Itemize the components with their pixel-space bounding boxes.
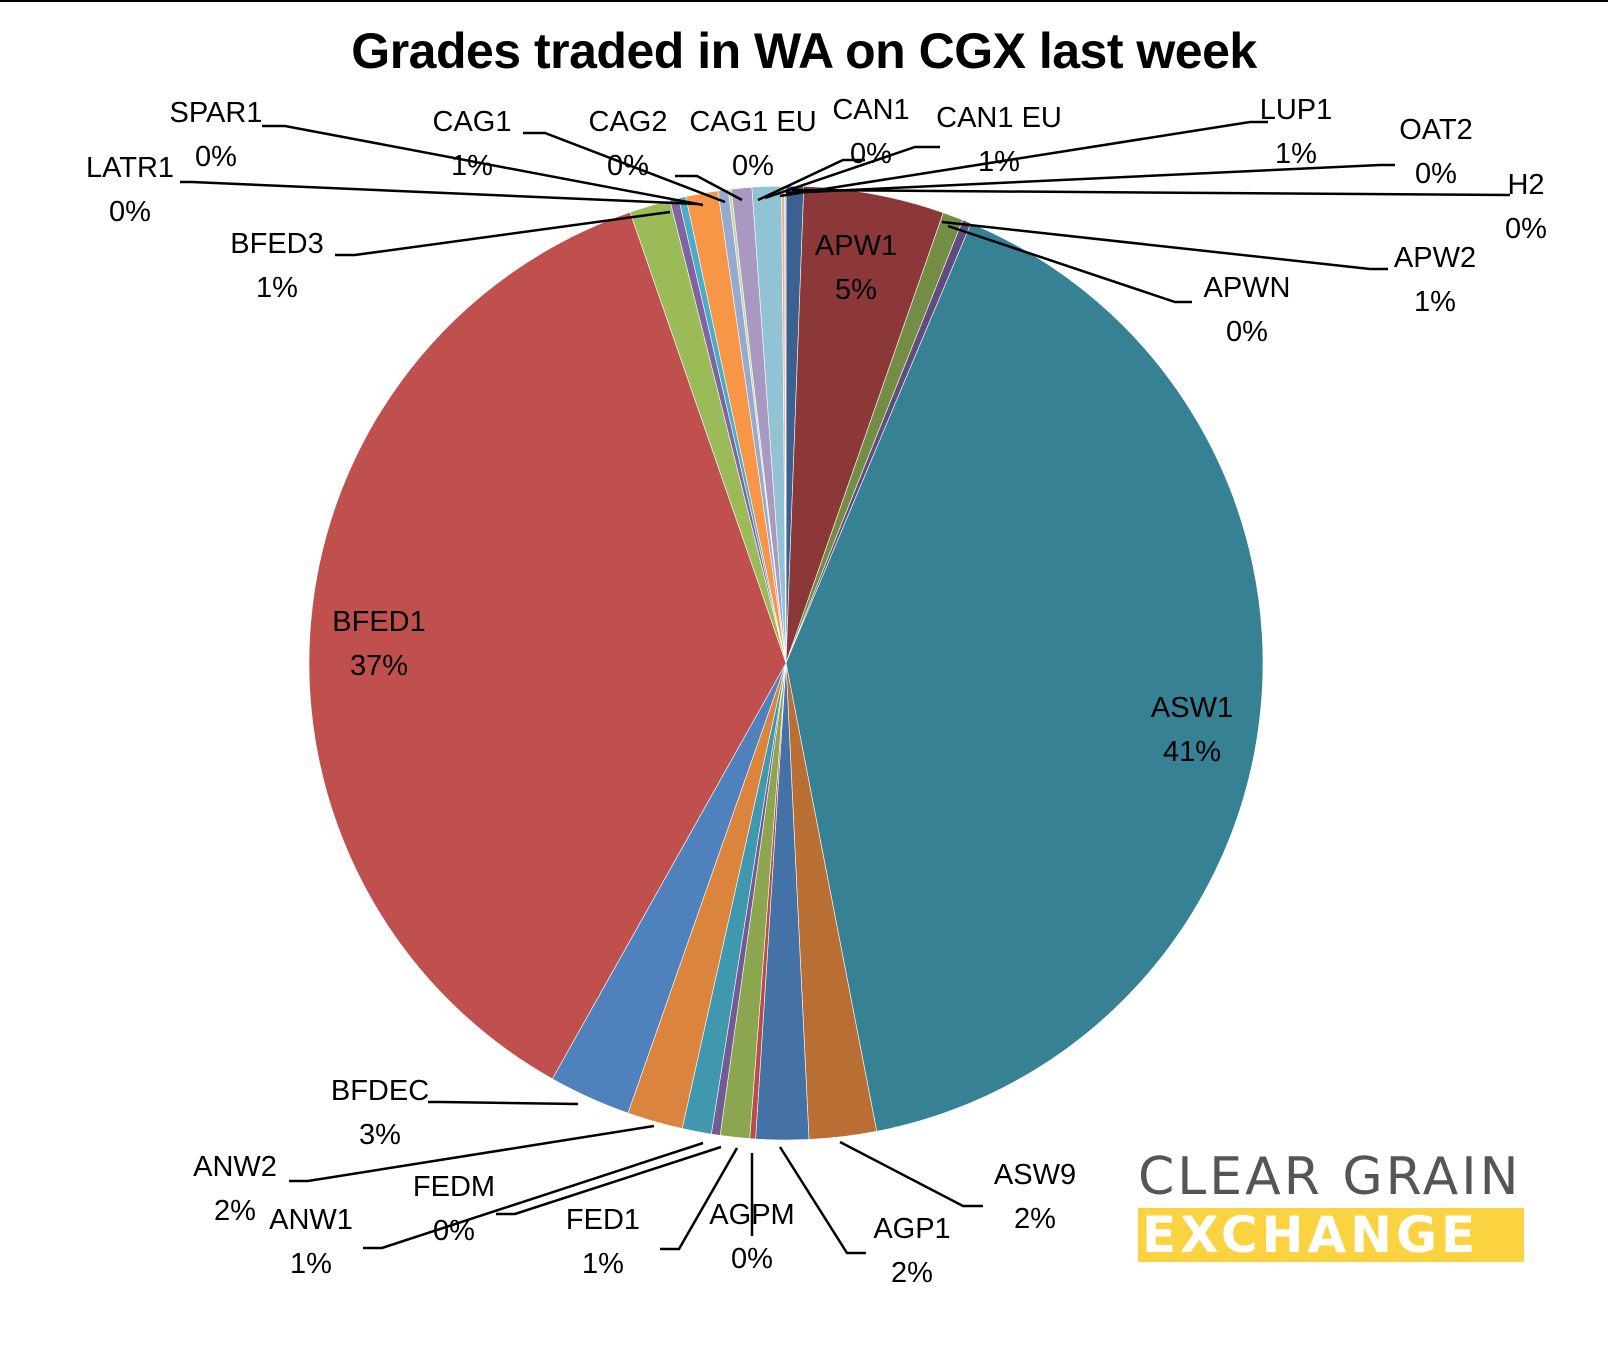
- data-label-percent: 1%: [978, 146, 1020, 178]
- data-label-name: CAG1 EU: [689, 106, 817, 138]
- data-label-can1: CAN1 0%: [832, 88, 909, 176]
- data-label-latr1: LATR1 0%: [86, 146, 174, 234]
- leader-line: [335, 210, 671, 257]
- leader-line: [791, 188, 1511, 197]
- data-label-name: AGPM: [709, 1199, 795, 1231]
- data-label-bfdec: BFDEC 3%: [331, 1069, 429, 1157]
- data-label-percent: 0%: [1226, 316, 1268, 348]
- data-label-percent: 0%: [195, 141, 237, 173]
- data-label-percent: 1%: [256, 272, 298, 304]
- data-label-percent: 2%: [891, 1257, 933, 1289]
- data-label-percent: 0%: [607, 150, 649, 182]
- data-label-name: FEDM: [412, 1171, 496, 1203]
- data-label-percent: 3%: [359, 1119, 401, 1151]
- leader-line: [785, 163, 1395, 195]
- pie-slice-asw1: [785, 222, 1264, 1132]
- data-label-name: ASW9: [993, 1159, 1077, 1191]
- leader-line: [757, 158, 865, 202]
- data-label-percent: 2%: [214, 1195, 256, 1227]
- data-label-percent: 5%: [835, 274, 877, 306]
- leader-line: [262, 124, 704, 207]
- data-label-name: H2: [1507, 169, 1545, 201]
- pie-slice-bfed1: [308, 211, 787, 1080]
- data-label-percent: 0%: [433, 1215, 475, 1247]
- data-label-cag1-eu: CAG1 EU 0%: [689, 100, 816, 188]
- data-label-name: CAN1: [832, 94, 910, 126]
- top-border: [0, 0, 1608, 2]
- data-label-agpm: AGPM 0%: [709, 1193, 794, 1281]
- data-label-bfed1: BFED1 37%: [332, 600, 425, 688]
- leader-line: [428, 1100, 579, 1106]
- data-label-oat2: OAT2 0%: [1399, 108, 1473, 196]
- data-label-name: CAG1: [432, 106, 512, 138]
- data-label-name: SPAR1: [169, 97, 263, 129]
- data-label-spar1: SPAR1 0%: [170, 91, 263, 179]
- logo-line-1: CLEAR GRAIN: [1138, 1147, 1522, 1207]
- data-label-asw1: ASW1 41%: [1151, 686, 1233, 774]
- data-label-name: APW1: [814, 230, 898, 262]
- leader-line: [778, 1146, 866, 1255]
- leader-line: [523, 131, 726, 204]
- data-label-fed1: FED1 1%: [566, 1198, 640, 1286]
- chart-title: Grades traded in WA on CGX last week: [351, 23, 1257, 79]
- leader-line: [941, 220, 1388, 271]
- data-label-percent: 0%: [731, 1243, 773, 1275]
- clear-grain-exchange-logo: CLEAR GRAIN EXCHANGE: [1138, 1150, 1524, 1262]
- data-label-percent: 1%: [1414, 286, 1456, 318]
- data-label-apw2: APW2 1%: [1394, 236, 1476, 324]
- data-label-anw2: ANW2 2%: [193, 1145, 277, 1233]
- data-label-apw1: APW1 5%: [815, 224, 897, 312]
- data-label-name: OAT2: [1399, 114, 1473, 146]
- leader-line: [675, 174, 743, 202]
- leader-line: [180, 180, 699, 206]
- data-label-name: APWN: [1203, 272, 1291, 304]
- data-label-apwn: APWN 0%: [1204, 266, 1291, 354]
- data-label-name: ASW1: [1150, 692, 1234, 724]
- data-label-fedm: FEDM 0%: [413, 1165, 495, 1253]
- data-label-name: BFDEC: [330, 1075, 430, 1107]
- data-label-name: CAN1 EU: [936, 102, 1062, 134]
- leader-line: [839, 1140, 983, 1208]
- leader-line: [660, 1147, 739, 1251]
- data-label-h2: H2 0%: [1505, 163, 1547, 251]
- data-label-cag2: CAG2 0%: [589, 100, 668, 188]
- data-label-asw9: ASW9 2%: [994, 1153, 1076, 1241]
- data-label-percent: 1%: [582, 1248, 624, 1280]
- data-label-name: BFED3: [230, 228, 324, 260]
- data-label-anw1: ANW1 1%: [269, 1198, 353, 1286]
- data-label-percent: 1%: [290, 1248, 332, 1280]
- data-label-name: APW2: [1393, 242, 1477, 274]
- data-label-percent: 41%: [1162, 736, 1222, 768]
- data-label-percent: 0%: [109, 196, 151, 228]
- leader-line: [947, 224, 1192, 304]
- leader-line: [764, 145, 940, 200]
- data-label-percent: 1%: [451, 150, 493, 182]
- data-label-percent: 0%: [850, 138, 892, 170]
- data-label-cag1: CAG1 1%: [433, 100, 512, 188]
- data-label-can1-eu: CAN1 EU 1%: [936, 96, 1062, 184]
- data-label-name: BFED1: [332, 606, 426, 638]
- leader-line: [496, 1145, 722, 1216]
- data-label-name: LATR1: [85, 152, 175, 184]
- data-label-name: ANW1: [269, 1204, 353, 1236]
- data-label-percent: 1%: [1275, 138, 1317, 170]
- data-label-percent: 0%: [1505, 213, 1547, 245]
- data-label-percent: 2%: [1014, 1203, 1056, 1235]
- leader-line: [363, 1141, 704, 1250]
- data-label-name: LUP1: [1259, 94, 1333, 126]
- data-label-name: AGP1: [873, 1213, 951, 1245]
- data-label-agp1: AGP1 2%: [873, 1207, 950, 1295]
- data-label-name: FED1: [565, 1204, 641, 1236]
- logo-line-2: EXCHANGE: [1138, 1208, 1524, 1262]
- data-label-percent: 0%: [1415, 158, 1457, 190]
- leader-line: [289, 1124, 655, 1183]
- leader-line: [779, 120, 1268, 198]
- data-label-bfed3: BFED3 1%: [230, 222, 323, 310]
- data-label-name: ANW2: [193, 1151, 277, 1183]
- data-label-name: CAG2: [588, 106, 668, 138]
- data-label-lup1: LUP1 1%: [1260, 88, 1333, 176]
- data-label-percent: 0%: [732, 150, 774, 182]
- data-label-percent: 37%: [349, 650, 409, 682]
